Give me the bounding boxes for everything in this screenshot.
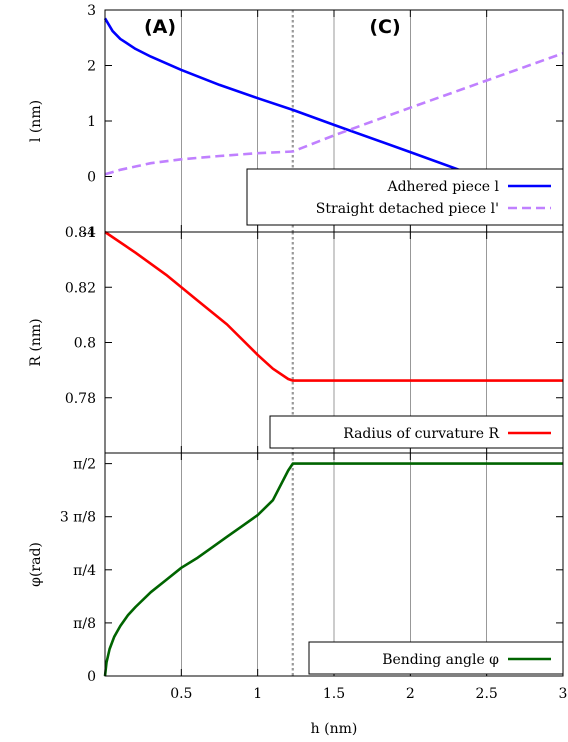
plot-frame bbox=[104, 452, 564, 677]
x-tick-label: 2.5 bbox=[476, 686, 498, 702]
legend-label: Bending angle φ bbox=[382, 652, 499, 668]
y-axis-label: l (nm) bbox=[28, 100, 44, 142]
y-axis-label: φ(rad) bbox=[28, 542, 44, 587]
y-tick-label: π/4 bbox=[73, 563, 96, 579]
y-axis-label: R (nm) bbox=[28, 318, 44, 366]
legend-label: Straight detached piece l' bbox=[316, 201, 499, 217]
x-axis-label: h (nm) bbox=[311, 721, 358, 737]
x-tick-label: 3 bbox=[559, 686, 568, 702]
legend-box bbox=[246, 168, 564, 226]
y-tick-label: 1 bbox=[87, 114, 96, 130]
y-tick-label: 0.8 bbox=[74, 336, 96, 352]
y-tick-label: π/8 bbox=[73, 616, 96, 632]
y-tick-label: 0.78 bbox=[65, 391, 96, 407]
x-tick-label: 2 bbox=[406, 686, 415, 702]
y-tick-label: 0.82 bbox=[65, 280, 96, 296]
region-label: (A) bbox=[144, 16, 176, 38]
panel-middle: 0.78 0.8 0.82 0.84 Radius of curvature R R (n… bbox=[28, 225, 564, 454]
legend-label: Adhered piece l bbox=[386, 179, 499, 195]
y-tick-label: 0 bbox=[87, 170, 96, 186]
y-tick-label: 3 π/8 bbox=[60, 510, 96, 526]
panels: -1 0 1 2 3 Adhered piece l Straight detached p… bbox=[28, 3, 567, 702]
panel-top: -1 0 1 2 3 Adhered piece l Straight detached p… bbox=[28, 3, 564, 241]
series-line bbox=[104, 52, 564, 176]
x-tick-label: 1.5 bbox=[323, 686, 345, 702]
region-label: (C) bbox=[369, 16, 400, 38]
x-tick-label: 0.5 bbox=[170, 686, 192, 702]
series-line bbox=[104, 230, 563, 382]
legend-label: Radius of curvature R bbox=[343, 426, 499, 442]
panel-bottom: 0 π/8 π/4 3 π/8 π/2 Bending angle φ φ(rad) 0.5 1… bbox=[28, 452, 568, 702]
series-line bbox=[103, 462, 563, 677]
y-tick-label: 3 bbox=[87, 3, 96, 19]
x-tick-label: 1 bbox=[253, 686, 262, 702]
y-tick-label: 0 bbox=[87, 669, 96, 685]
y-tick-label: 0.84 bbox=[65, 225, 96, 241]
y-tick-label: -1 bbox=[82, 225, 96, 241]
y-tick-label: π/2 bbox=[73, 457, 96, 473]
series-line bbox=[103, 17, 564, 209]
y-tick-label: 2 bbox=[87, 59, 96, 75]
